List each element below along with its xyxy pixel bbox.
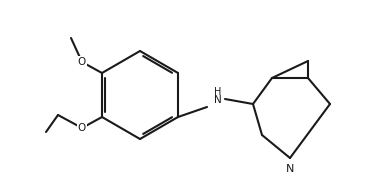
Text: O: O: [78, 123, 86, 133]
Text: N: N: [286, 164, 294, 174]
Text: H: H: [214, 87, 222, 97]
Text: N: N: [214, 95, 222, 105]
Text: O: O: [78, 57, 86, 67]
